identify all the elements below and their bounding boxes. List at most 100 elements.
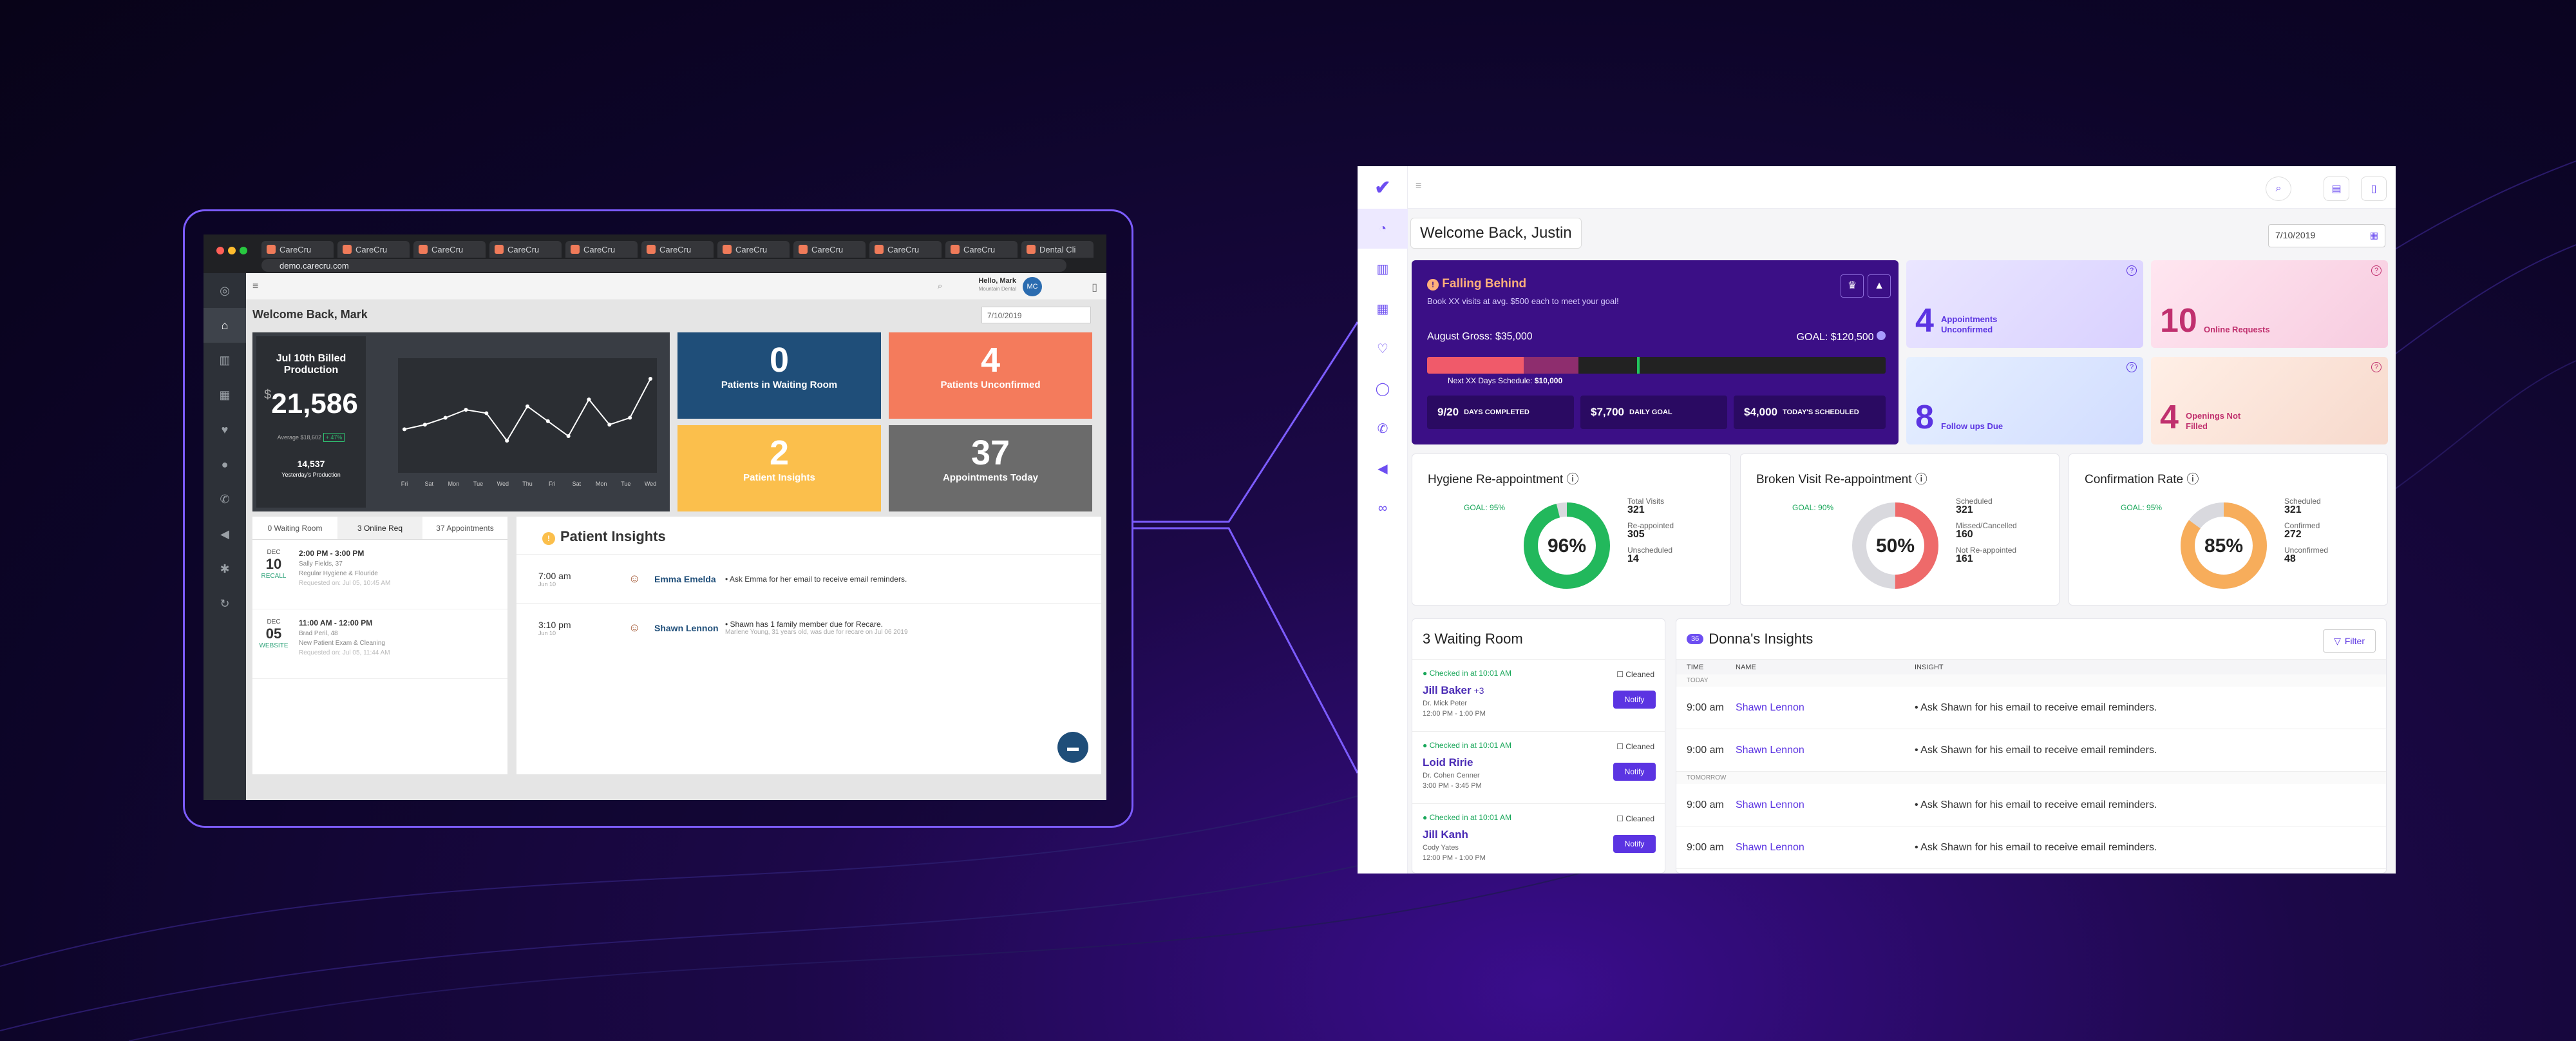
requests-tab[interactable]: 37 Appointments: [436, 523, 494, 533]
calendar-icon[interactable]: ▦: [219, 388, 231, 401]
cleaned-checkbox[interactable]: ☐ Cleaned: [1616, 814, 1654, 823]
menu-icon[interactable]: ≡: [1416, 180, 1422, 191]
help-icon[interactable]: ?: [2371, 265, 2382, 276]
insight-row[interactable]: 7:00 am Jun 10 ☺ Emma Emelda • Ask Emma for …: [516, 554, 1101, 603]
phone-icon[interactable]: ✆: [220, 492, 230, 506]
notify-button[interactable]: Notify: [1613, 691, 1656, 709]
doctor-name: Cody Yates: [1423, 844, 1459, 852]
summary-card[interactable]: 4 Appointments Unconfirmed?: [1906, 260, 2143, 348]
browser-tab[interactable]: CareCru: [261, 241, 334, 258]
alert-icon: !: [1427, 279, 1439, 291]
browser-tab[interactable]: CareCru: [793, 241, 866, 258]
billed-average: Average $18,602: [277, 434, 322, 441]
insight-row[interactable]: 9:00 am Shawn Lennon • Ask Shawn for his e…: [1676, 784, 2386, 826]
notify-button[interactable]: Notify: [1613, 835, 1656, 853]
patient-name[interactable]: Jill Baker +3: [1423, 684, 1484, 696]
requests-tab[interactable]: 0 Waiting Room: [267, 523, 323, 533]
url-bar[interactable]: demo.carecru.com: [261, 259, 1066, 272]
clipboard-icon[interactable]: ▯: [2361, 177, 2387, 201]
chart-x-tick: Tue: [621, 481, 630, 487]
summary-card[interactable]: 10 Online Requests?: [2151, 260, 2388, 348]
browser-tab[interactable]: CareCru: [565, 241, 638, 258]
insights-title: Patient Insights: [560, 528, 666, 544]
heart-icon[interactable]: ♥: [221, 423, 229, 436]
summary-card[interactable]: 4 Openings Not Filled?: [2151, 357, 2388, 444]
document-icon[interactable]: ▤: [2324, 177, 2349, 201]
chart-icon[interactable]: ▥: [219, 353, 231, 367]
waiting-item[interactable]: ● Checked in at 10:01 AM Jill Kanh Cody Ya…: [1412, 804, 1665, 874]
request-time: 2:00 PM - 3:00 PM: [299, 549, 365, 558]
help-icon[interactable]: ?: [2126, 265, 2137, 276]
megaphone-icon[interactable]: ◀: [1378, 461, 1388, 476]
browser-tab[interactable]: CareCru: [489, 241, 562, 258]
reap-stat-label: Missed/Cancelled: [1956, 521, 2017, 530]
browser-tab[interactable]: CareCru: [337, 241, 410, 258]
insight-name[interactable]: Shawn Lennon: [1736, 702, 1804, 713]
insight-name[interactable]: Shawn Lennon: [1736, 841, 1804, 853]
help-icon[interactable]: ?: [2126, 362, 2137, 372]
megaphone-icon[interactable]: ◀: [220, 527, 229, 540]
request-item[interactable]: DEC 10 RECALL 2:00 PM - 3:00 PM Sally Fields…: [252, 540, 507, 609]
insight-row[interactable]: 3:10 pm Jun 10 ☺ Shawn Lennon • Shawn has 1 …: [516, 603, 1101, 652]
tab-favicon-icon: [343, 245, 352, 254]
clipboard-icon[interactable]: ▯: [1092, 282, 1097, 293]
browser-tab[interactable]: CareCru: [413, 241, 486, 258]
date-picker[interactable]: 7/10/2019 ▦: [2268, 224, 2385, 247]
insight-row[interactable]: 9:00 am Shawn Lennon • Ask Shawn for his e…: [1676, 826, 2386, 869]
settings-icon[interactable]: ✱: [220, 562, 230, 575]
chart-icon[interactable]: ▥: [1376, 262, 1389, 276]
cleaned-checkbox[interactable]: ☐ Cleaned: [1616, 670, 1654, 679]
browser-tab[interactable]: CareCru: [717, 241, 790, 258]
request-day: 10: [265, 556, 282, 572]
browser-tab[interactable]: CareCru: [641, 241, 714, 258]
waiting-item[interactable]: ● Checked in at 10:01 AM Loid Ririe Dr. Co…: [1412, 732, 1665, 804]
help-icon[interactable]: ?: [2371, 362, 2382, 372]
sync-icon[interactable]: ↻: [220, 597, 230, 610]
avatar[interactable]: MC: [1023, 277, 1042, 296]
insight-row[interactable]: 9:00 am Shawn Lennon • Ask Shawn for his e…: [1676, 729, 2386, 772]
search-icon[interactable]: ⌕: [938, 281, 943, 291]
browser-tab[interactable]: CareCru: [945, 241, 1018, 258]
patient-name[interactable]: Jill Kanh: [1423, 828, 1468, 841]
search-icon[interactable]: ⌕: [2266, 177, 2291, 201]
chart-point: [422, 423, 427, 427]
trophy-icon[interactable]: ♛: [1841, 274, 1864, 298]
requests-tab[interactable]: 3 Online Req: [337, 517, 422, 539]
calendar-icon[interactable]: ▦: [1376, 301, 1389, 316]
filter-button[interactable]: ▽ Filter: [2323, 629, 2376, 653]
insight-row[interactable]: 9:00 am Shawn Lennon • Ask Shawn for his e…: [1676, 687, 2386, 729]
patient-name[interactable]: Loid Ririe: [1423, 756, 1473, 769]
summary-tile[interactable]: 37 Appointments Today: [889, 425, 1092, 511]
chart-toggle-icon[interactable]: ▲: [1868, 274, 1891, 298]
chat-icon[interactable]: ◯: [1375, 381, 1390, 396]
browser-tab[interactable]: Dental Cli: [1021, 241, 1094, 258]
cleaned-checkbox[interactable]: ☐ Cleaned: [1616, 742, 1654, 751]
waiting-item[interactable]: ● Checked in at 10:01 AM Jill Baker +3 Dr.…: [1412, 660, 1665, 732]
browser-tab[interactable]: CareCru: [869, 241, 942, 258]
dashboard-icon[interactable]: ◔: [1358, 209, 1408, 249]
menu-icon[interactable]: ≡: [252, 281, 259, 292]
billed-card: Jul 10th Billed Production $21,586 Avera…: [256, 336, 366, 508]
notify-button[interactable]: Notify: [1613, 763, 1656, 781]
reap-stat-label: Confirmed: [2284, 521, 2320, 530]
waiting-room-panel: 3 Waiting Room ● Checked in at 10:01 AM J…: [1412, 618, 1665, 874]
phone-icon[interactable]: ✆: [1377, 421, 1388, 436]
chat-icon[interactable]: ●: [221, 457, 229, 471]
insight-name[interactable]: Shawn Lennon: [1736, 799, 1804, 810]
request-date: DEC 05 WEBSITE: [259, 618, 289, 669]
home-icon[interactable]: ⌂: [204, 308, 246, 343]
date-picker[interactable]: 7/10/2019: [981, 307, 1091, 323]
tab-label: CareCru: [963, 244, 996, 254]
chat-launcher-icon[interactable]: ▬: [1057, 732, 1088, 763]
summary-tile[interactable]: 0 Patients in Waiting Room: [677, 332, 881, 419]
request-item[interactable]: DEC 05 WEBSITE 11:00 AM - 12:00 PM Brad Peri…: [252, 609, 507, 679]
link-icon[interactable]: ∞: [1378, 501, 1388, 515]
summary-card[interactable]: 8 Follow ups Due?: [1906, 357, 2143, 444]
insights-table-header: TIME NAME INSIGHT: [1676, 659, 2386, 674]
request-info: 11:00 AM - 12:00 PM Brad Peril, 48 New Pat…: [289, 618, 390, 669]
summary-tile[interactable]: 2 Patient Insights: [677, 425, 881, 511]
insight-name[interactable]: Shawn Lennon: [1736, 744, 1804, 756]
heart-icon[interactable]: ♡: [1377, 341, 1388, 356]
waiting-list: ● Checked in at 10:01 AM Jill Baker +3 Dr.…: [1412, 660, 1665, 874]
summary-tile[interactable]: 4 Patients Unconfirmed: [889, 332, 1092, 419]
